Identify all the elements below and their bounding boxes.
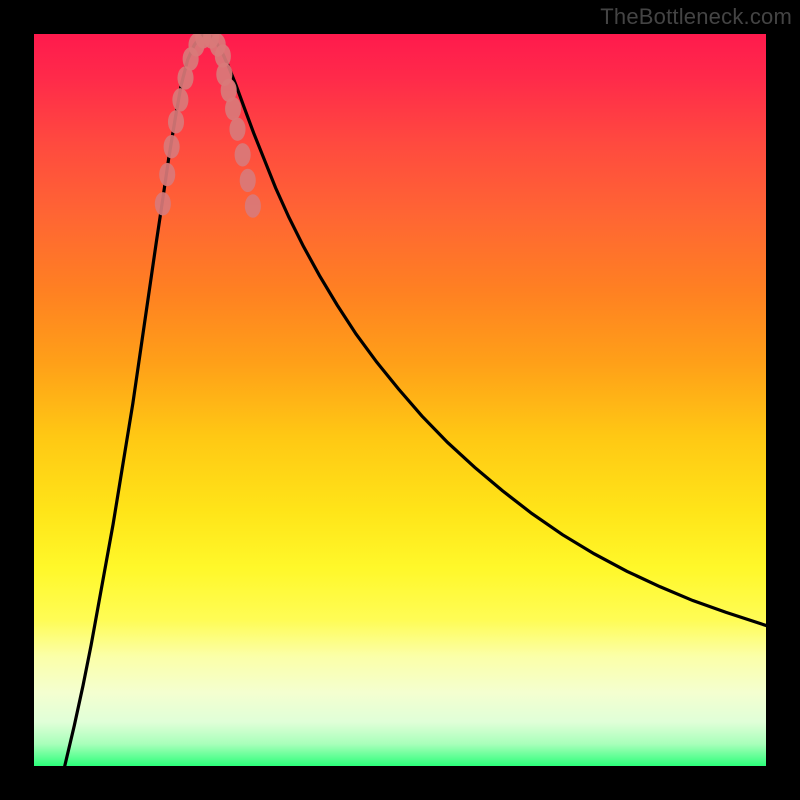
marker-point [164, 135, 180, 158]
marker-point [155, 192, 171, 215]
chart-svg [34, 34, 766, 766]
watermark-text: TheBottleneck.com [600, 4, 792, 30]
chart-frame: TheBottleneck.com [0, 0, 800, 800]
marker-point [168, 110, 184, 133]
plot-area [34, 34, 766, 766]
plot-background [34, 34, 766, 766]
marker-point [172, 88, 188, 111]
marker-point [240, 169, 256, 192]
marker-point [159, 163, 175, 186]
marker-point [225, 97, 241, 120]
marker-point [235, 143, 251, 166]
marker-point [245, 194, 261, 217]
marker-point [229, 117, 245, 140]
